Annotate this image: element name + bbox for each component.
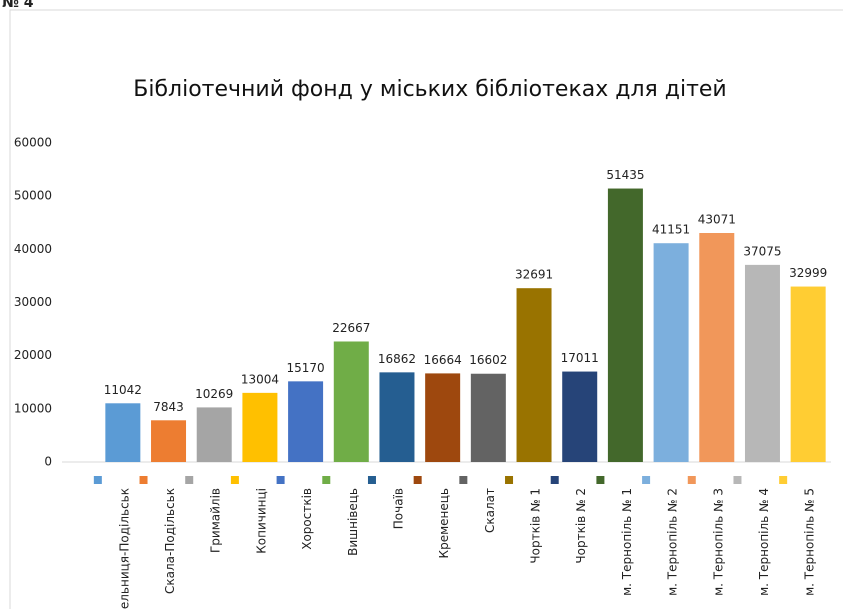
legend-swatch bbox=[505, 476, 514, 484]
x-tick-label: Кременець bbox=[437, 488, 451, 558]
bar bbox=[699, 233, 735, 462]
legend-swatch bbox=[550, 476, 559, 484]
x-tick-label: Почаїв bbox=[391, 488, 405, 529]
value-label: 15170 bbox=[287, 361, 325, 375]
bar bbox=[562, 371, 598, 462]
bar bbox=[288, 381, 324, 462]
value-label: 43071 bbox=[698, 213, 736, 227]
bar bbox=[470, 373, 506, 462]
x-tick-label: Гримайлів bbox=[209, 488, 223, 553]
bar bbox=[516, 288, 552, 462]
legend-swatch bbox=[367, 476, 376, 484]
value-label: 13004 bbox=[241, 372, 279, 386]
value-label: 10269 bbox=[195, 387, 233, 401]
value-label: 17011 bbox=[561, 351, 599, 365]
x-tick-label: м. Тернопіль № 4 bbox=[757, 488, 771, 596]
bar bbox=[607, 188, 643, 463]
legend-swatch bbox=[459, 476, 468, 484]
bar bbox=[105, 403, 141, 462]
y-tick-label: 20000 bbox=[14, 348, 52, 362]
x-tick-label: м. Тернопіль № 2 bbox=[666, 488, 680, 596]
x-tick-label: Вишнівець bbox=[346, 488, 360, 556]
value-label: 41151 bbox=[652, 223, 690, 237]
bar bbox=[653, 243, 689, 462]
value-label: 32999 bbox=[789, 266, 827, 280]
legend-swatch bbox=[733, 476, 742, 484]
value-label: 7843 bbox=[153, 400, 184, 414]
legend-swatch bbox=[185, 476, 194, 484]
bar bbox=[242, 392, 278, 462]
x-tick-label: м. Тернопіль № 1 bbox=[620, 488, 634, 596]
value-label: 32691 bbox=[515, 268, 553, 282]
legend-swatch bbox=[139, 476, 148, 484]
legend-swatch bbox=[779, 476, 788, 484]
bar bbox=[151, 420, 187, 462]
legend-swatch bbox=[276, 476, 285, 484]
value-label: 11042 bbox=[104, 383, 142, 397]
y-tick-label: 50000 bbox=[14, 189, 52, 203]
bar bbox=[379, 372, 415, 462]
x-tick-label: Скала-Подільськ bbox=[163, 488, 177, 594]
bar bbox=[425, 373, 461, 462]
legend-swatch bbox=[413, 476, 422, 484]
x-tick-label: Чортків № 1 bbox=[529, 488, 543, 564]
y-tick-label: 30000 bbox=[14, 295, 52, 309]
legend-swatch bbox=[596, 476, 605, 484]
bar bbox=[196, 407, 232, 462]
legend-swatch bbox=[230, 476, 239, 484]
bar bbox=[333, 341, 369, 462]
x-tick-label: м. Тернопіль № 5 bbox=[803, 488, 817, 596]
legend-swatch bbox=[642, 476, 651, 484]
x-tick-label: Скалат bbox=[483, 488, 497, 533]
chart-border bbox=[9, 9, 843, 609]
value-label: 22667 bbox=[332, 321, 370, 335]
legend-swatch bbox=[322, 476, 331, 484]
value-label: 37075 bbox=[743, 244, 781, 258]
value-label: 16664 bbox=[424, 353, 462, 367]
legend-swatch bbox=[687, 476, 696, 484]
x-tick-label: Мельниця-Подільськ bbox=[117, 488, 131, 609]
value-label: 51435 bbox=[606, 168, 644, 182]
x-tick-label: Копичинці bbox=[254, 488, 268, 554]
y-tick-label: 10000 bbox=[14, 401, 52, 415]
page-label: № 4 bbox=[2, 0, 34, 11]
value-label: 16862 bbox=[378, 352, 416, 366]
chart-title: Бібліотечний фонд у міських бібліотеках … bbox=[133, 77, 726, 102]
y-tick-label: 40000 bbox=[14, 242, 52, 256]
y-tick-label: 60000 bbox=[14, 136, 52, 150]
legend-swatch bbox=[93, 476, 102, 484]
x-tick-label: Чортків № 2 bbox=[574, 488, 588, 564]
value-label: 16602 bbox=[469, 353, 507, 367]
x-tick-label: Хоростків bbox=[300, 488, 314, 550]
bar bbox=[744, 264, 780, 462]
bar bbox=[790, 286, 826, 462]
x-tick-label: м. Тернопіль № 3 bbox=[711, 488, 725, 596]
y-tick-label: 0 bbox=[44, 455, 52, 469]
